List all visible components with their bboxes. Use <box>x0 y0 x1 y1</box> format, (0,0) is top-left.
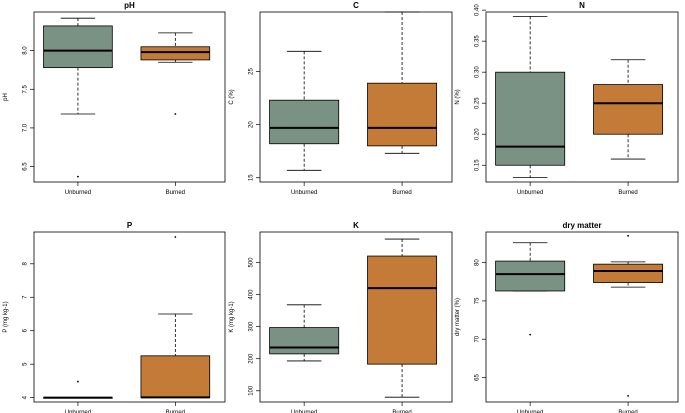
y-tick-label: 100 <box>249 385 255 396</box>
unburned-outlier <box>77 175 79 178</box>
panel-title: K <box>353 221 359 230</box>
x-tick-label: Unburned <box>65 410 91 413</box>
unburned-outlier <box>529 333 532 336</box>
y-tick-label: 400 <box>249 289 255 300</box>
plot-frame <box>259 231 453 403</box>
burned-box <box>140 355 211 399</box>
y-tick-label: 80 <box>475 259 481 266</box>
panel-c: C C (%) 15 20 25 Unburned Burned <box>229 1 453 196</box>
burned-box <box>367 255 438 365</box>
x-tick-label: Burned <box>392 190 411 196</box>
x-tick-label: Burned <box>392 410 411 413</box>
y-tick-label: 5 <box>23 362 29 366</box>
burned-outlier <box>174 113 177 115</box>
y-axis-label: pH <box>3 93 9 101</box>
y-tick-label: 7.0 <box>23 123 29 132</box>
y-axis-label: P (mg kg-1) <box>3 301 9 332</box>
burned-box <box>140 46 211 61</box>
panel-ph: pH pH 6.5 7.0 7.5 8.0 Unburned Burned <box>3 1 226 196</box>
panel-title: P <box>127 221 133 230</box>
y-tick-label: 70 <box>475 335 481 342</box>
plot-frame <box>259 11 453 183</box>
panel-p: P P (mg kg-1) 4 5 6 7 8 Unburned Burned <box>3 221 226 413</box>
panel-title: C <box>353 1 359 10</box>
unburned-outlier <box>77 380 79 383</box>
plot-frame <box>33 231 226 403</box>
y-tick-label: 6.5 <box>23 162 29 171</box>
y-tick-label: 500 <box>249 257 255 268</box>
y-tick-label: 65 <box>475 374 481 381</box>
y-axis-label: K (mg kg-1) <box>229 301 235 332</box>
burned-box <box>593 263 664 283</box>
x-tick-label: Burned <box>618 410 637 413</box>
x-tick-label: Unburned <box>291 410 317 413</box>
unburned-box <box>495 71 566 166</box>
panel-title: N <box>579 1 585 10</box>
unburned-box <box>269 327 340 355</box>
y-tick-label: 8 <box>23 261 29 265</box>
x-tick-label: Burned <box>618 190 637 196</box>
y-tick-label: 4 <box>23 395 29 399</box>
y-tick-label: 20 <box>249 121 255 128</box>
burned-outlier <box>627 234 629 237</box>
panel-dry-matter: dry matter dry matter (%) 65 70 75 80 Unburned… <box>455 221 679 413</box>
y-tick-label: 0.30 <box>475 66 481 78</box>
plot-frame <box>33 11 226 183</box>
y-axis-label: dry matter (%) <box>455 298 461 336</box>
y-tick-label: 7 <box>23 295 29 299</box>
burned-outlier <box>627 394 629 397</box>
y-tick-label: 0.15 <box>475 159 481 171</box>
panel-k: K K (mg kg-1) 100 200 300 400 500 Unburned Burne… <box>229 221 453 413</box>
y-tick-label: 6 <box>23 328 29 332</box>
x-tick-label: Unburned <box>65 190 91 196</box>
y-axis-label: N (%) <box>455 89 461 104</box>
y-tick-label: 0.35 <box>475 35 481 47</box>
unburned-box <box>495 260 566 292</box>
panel-title: dry matter <box>562 221 601 230</box>
unburned-box <box>269 99 340 145</box>
burned-box <box>367 82 438 147</box>
y-tick-label: 0.20 <box>475 128 481 140</box>
x-tick-label: Unburned <box>517 190 543 196</box>
panel-title: pH <box>124 1 135 10</box>
x-tick-label: Unburned <box>291 190 317 196</box>
burned-box <box>593 84 664 135</box>
panel-n: N N (%) 0.15 0.20 0.25 0.30 0.35 0.40 Unburned Bu… <box>455 1 679 196</box>
plot-frame <box>485 11 679 183</box>
y-tick-label: 25 <box>249 68 255 75</box>
burned-outlier <box>174 236 177 238</box>
unburned-box <box>43 25 113 69</box>
x-tick-label: Unburned <box>517 410 543 413</box>
y-tick-label: 8.0 <box>23 46 29 55</box>
y-axis-label: C (%) <box>229 89 235 104</box>
x-tick-label: Burned <box>166 410 185 413</box>
y-tick-label: 0.25 <box>475 97 481 109</box>
y-tick-label: 15 <box>249 174 255 181</box>
y-tick-label: 200 <box>249 353 255 364</box>
plot-frame <box>485 231 679 403</box>
y-tick-label: 7.5 <box>23 84 29 93</box>
y-tick-label: 0.40 <box>475 4 481 16</box>
y-tick-label: 300 <box>249 321 255 332</box>
y-tick-label: 75 <box>475 297 481 304</box>
x-tick-label: Burned <box>166 190 185 196</box>
